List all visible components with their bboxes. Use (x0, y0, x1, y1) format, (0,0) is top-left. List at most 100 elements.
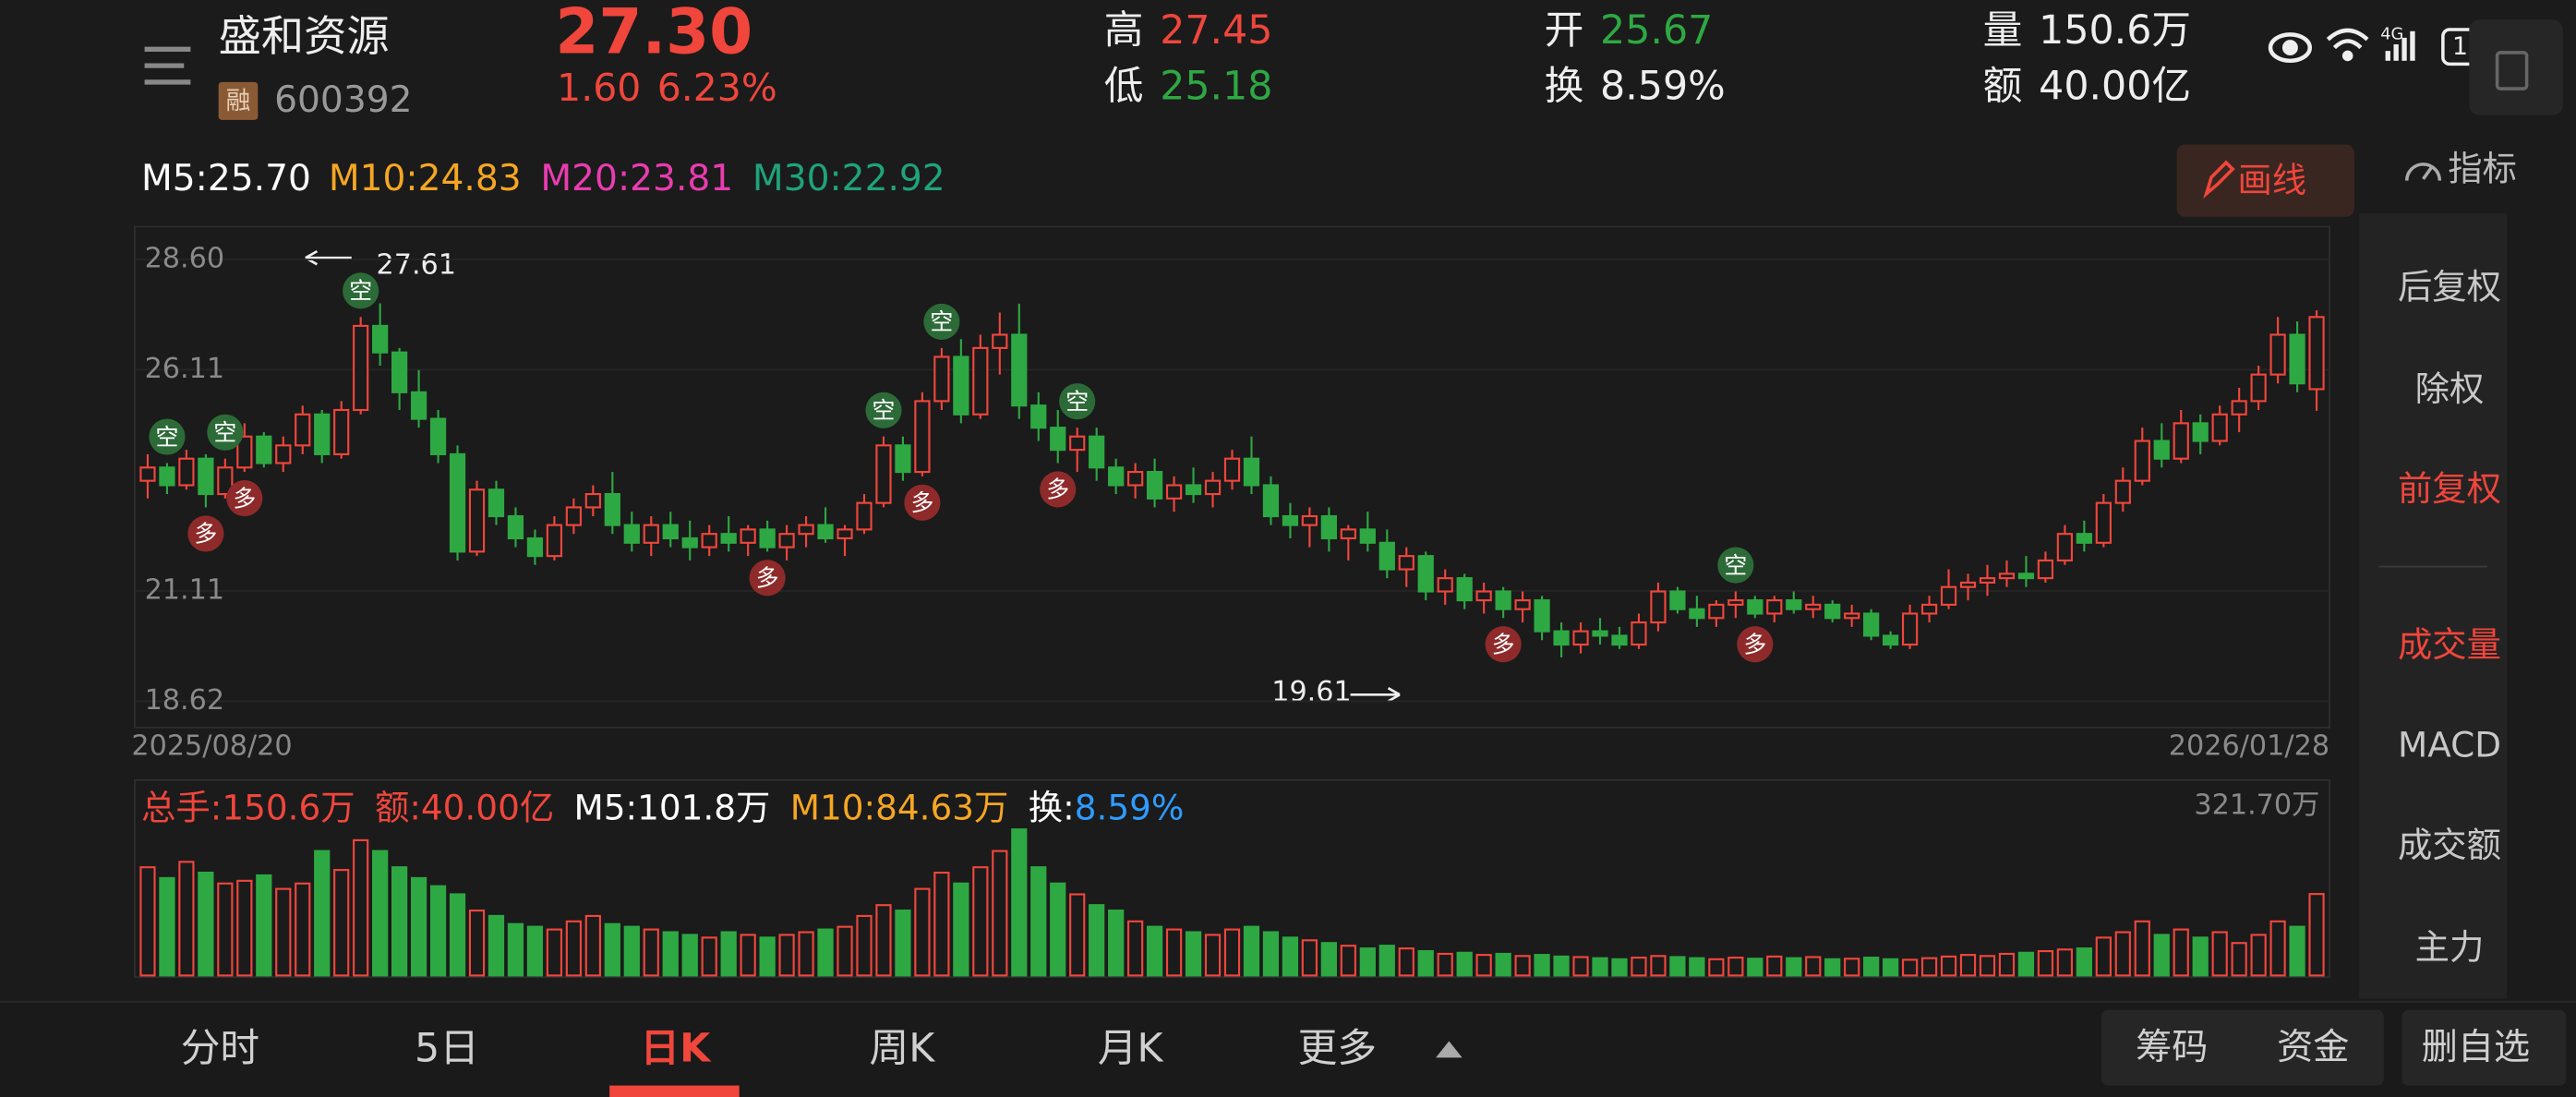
volume-bar (314, 850, 331, 977)
signal-badge (149, 418, 186, 455)
stock-code: 600392 (274, 79, 412, 121)
candle-body (2134, 440, 2150, 482)
side-menu-item[interactable]: 成交量 (2398, 624, 2501, 665)
volume-bar (875, 904, 892, 977)
volume-bar (2056, 948, 2074, 977)
volume-bar (1359, 947, 1376, 977)
candle-body (798, 524, 814, 536)
bottom-button[interactable]: 资金 (2277, 1027, 2349, 1068)
gauge-needle (2422, 166, 2433, 180)
volume-legend-item: 8.59% (1075, 787, 1185, 827)
candle-body (837, 528, 853, 540)
tab[interactable]: 5日 (415, 1026, 479, 1072)
tab[interactable]: 周K (870, 1026, 936, 1072)
candle-body (410, 391, 427, 420)
badge: 融 (226, 87, 251, 115)
volume-bar (1669, 956, 1686, 977)
side-menu-item[interactable]: 前复权 (2398, 468, 2501, 509)
candle-body (2269, 333, 2286, 376)
volume-bar (2269, 920, 2286, 977)
volume-bar (565, 920, 583, 977)
candle-body (1534, 599, 1550, 633)
volume-bar (275, 887, 292, 977)
tab[interactable]: 更多 (1298, 1026, 1377, 1072)
volume-legend-item: 额:40.00亿 (375, 787, 554, 827)
volume-bar (1262, 931, 1280, 977)
eye-icon (2268, 32, 2312, 64)
volume-bar (1069, 893, 1086, 977)
candle-body (1514, 599, 1531, 610)
side-menu-item[interactable]: 后复权 (2398, 267, 2501, 307)
volume-bar (526, 925, 544, 977)
candle-body (759, 528, 776, 548)
candle-body (1631, 621, 1647, 646)
volume-bar (2134, 920, 2150, 977)
candle-body (275, 444, 292, 464)
volume-bar (701, 936, 717, 977)
volume-bar (1998, 952, 2016, 977)
volume-bar (1456, 951, 1473, 977)
bottom-button[interactable]: 删自选 (2422, 1027, 2530, 1068)
signal-badge (1717, 547, 1754, 584)
candle-body (1475, 590, 1492, 602)
candle-body (1979, 577, 1996, 584)
indicator-button[interactable]: 指标 (2448, 148, 2517, 188)
candle-body (933, 356, 950, 403)
volume-bar (1708, 958, 1725, 977)
side-menu-item[interactable]: MACD (2398, 725, 2501, 765)
stock-name: 盛和资源 (219, 11, 390, 61)
start-date: 2025/08/20 (131, 730, 292, 763)
bottom-button[interactable]: 筹码 (2136, 1027, 2208, 1068)
side-menu-item[interactable]: 除权 (2415, 368, 2485, 409)
draw-button[interactable] (2176, 144, 2354, 217)
volume-bar (1920, 957, 1938, 977)
volume-legend-item: M10:84.63万 (790, 787, 1009, 827)
signal-badge (749, 560, 786, 597)
volume-legend-item: M5:101.8万 (574, 787, 771, 827)
quote-value: 40.00亿 (2039, 64, 2191, 110)
volume-bar (1282, 936, 1299, 977)
volume-bar (837, 925, 853, 977)
signal-label: 空 (1724, 552, 1747, 579)
candle-body (1669, 590, 1686, 610)
candle-body (1185, 484, 1202, 496)
volume-bar (972, 866, 989, 977)
volume-bar (2289, 925, 2305, 977)
volume-bar (2231, 942, 2247, 977)
y-tick-label: 21.11 (145, 574, 225, 607)
signal-badge (226, 479, 263, 517)
side-menu-item[interactable]: 成交额 (2398, 825, 2501, 865)
volume-bar (895, 910, 911, 977)
volume-bar (139, 866, 156, 977)
menu-icon[interactable] (144, 46, 191, 85)
tab[interactable]: 日K (640, 1026, 712, 1072)
tab[interactable]: 月K (1098, 1026, 1164, 1072)
volume-bar (2250, 934, 2267, 977)
gauge-icon (2404, 163, 2442, 181)
quote-label: 换 (1545, 64, 1584, 110)
volume-bar (1901, 958, 1919, 977)
candle-body (1069, 435, 1086, 452)
ma-legend-item: M10:24.83 (329, 158, 522, 199)
top-right-button[interactable] (2469, 19, 2563, 115)
volume-bar (604, 922, 620, 977)
quote-value: 8.59% (1600, 64, 1726, 110)
volume-legend-item: 总手:150.6万 (141, 787, 355, 827)
candle-body (2250, 373, 2267, 403)
volume-bar (391, 866, 408, 977)
candle-body (2056, 533, 2074, 562)
volume-bar (488, 914, 505, 977)
side-menu-item[interactable]: 主力 (2415, 926, 2485, 967)
copy-icon (2495, 51, 2529, 90)
candle-body (1378, 541, 1395, 571)
candle-body (236, 435, 253, 469)
volume-bar (1243, 925, 1260, 977)
candle-body (2076, 533, 2092, 544)
signal-label: 空 (155, 424, 178, 451)
candle-body (2231, 400, 2247, 416)
signal-label: 多 (233, 485, 256, 512)
candle-body (333, 408, 350, 455)
tab[interactable]: 分时 (181, 1026, 259, 1072)
volume-bar (333, 869, 350, 977)
